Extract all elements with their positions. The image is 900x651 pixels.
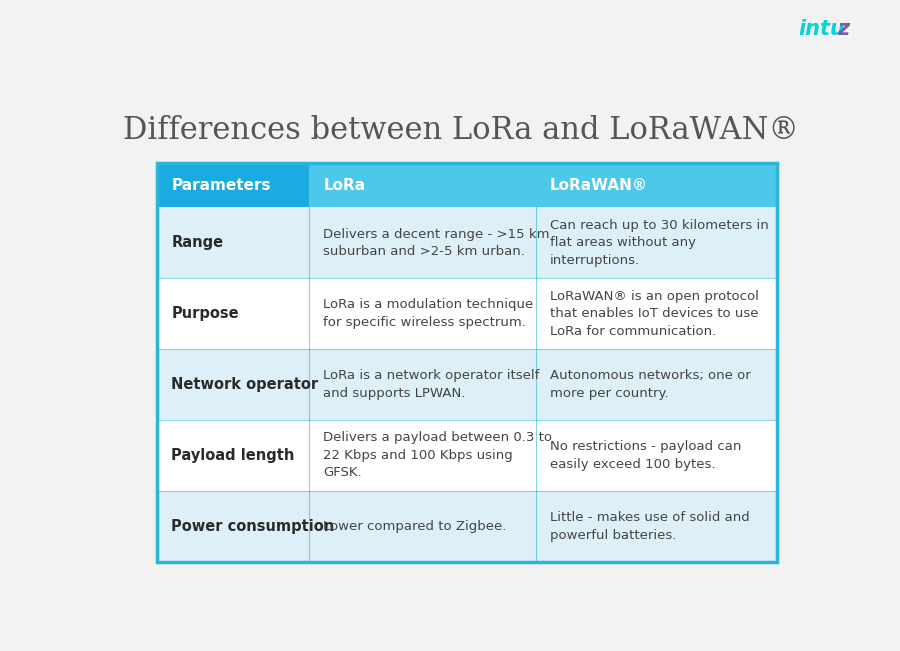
Text: LoRaWAN®: LoRaWAN®: [550, 178, 648, 193]
Bar: [158, 420, 778, 491]
Text: Delivers a payload between 0.3 to
22 Kbps and 100 Kbps using
GFSK.: Delivers a payload between 0.3 to 22 Kbp…: [323, 432, 553, 479]
Text: LoRa: LoRa: [323, 178, 365, 193]
Bar: [158, 279, 778, 349]
Text: Delivers a decent range - >15 km
suburban and >2-5 km urban.: Delivers a decent range - >15 km suburba…: [323, 228, 550, 258]
Text: Network operator: Network operator: [171, 377, 319, 392]
Text: LoRaWAN® is an open protocol
that enables IoT devices to use
LoRa for communicat: LoRaWAN® is an open protocol that enable…: [550, 290, 759, 338]
Bar: [158, 349, 778, 420]
Text: No restrictions - payload can
easily exceed 100 bytes.: No restrictions - payload can easily exc…: [550, 440, 741, 471]
Text: Little - makes use of solid and
powerful batteries.: Little - makes use of solid and powerful…: [550, 511, 750, 542]
Text: Power consumption: Power consumption: [171, 519, 335, 534]
Text: z: z: [837, 20, 849, 39]
Text: LoRa is a network operator itself
and supports LPWAN.: LoRa is a network operator itself and su…: [323, 369, 540, 400]
Bar: [310, 163, 536, 208]
Text: Parameters: Parameters: [171, 178, 271, 193]
Bar: [158, 163, 310, 208]
Text: intu: intu: [798, 20, 845, 39]
Bar: [536, 163, 778, 208]
Text: Differences between LoRa and LoRaWAN®: Differences between LoRa and LoRaWAN®: [123, 115, 799, 146]
Text: Range: Range: [171, 236, 223, 251]
Text: Payload length: Payload length: [171, 448, 295, 463]
Text: LoRa is a modulation technique
for specific wireless spectrum.: LoRa is a modulation technique for speci…: [323, 299, 534, 329]
Text: Lower compared to Zigbee.: Lower compared to Zigbee.: [323, 519, 507, 533]
Text: Autonomous networks; one or
more per country.: Autonomous networks; one or more per cou…: [550, 369, 751, 400]
Text: Can reach up to 30 kilometers in
flat areas without any
interruptions.: Can reach up to 30 kilometers in flat ar…: [550, 219, 769, 267]
Bar: [158, 163, 778, 562]
Bar: [158, 491, 778, 562]
Bar: [158, 208, 778, 279]
Text: Purpose: Purpose: [171, 306, 239, 321]
